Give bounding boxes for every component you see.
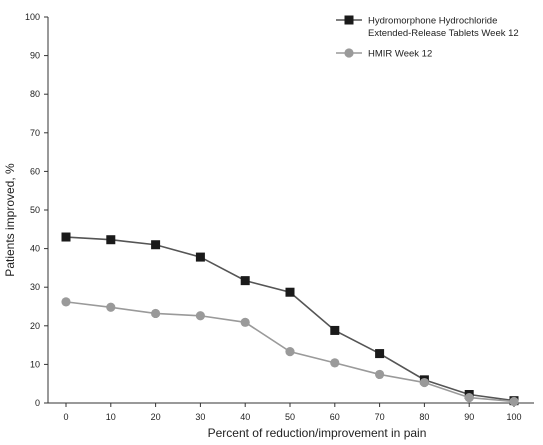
x-axis-ticks: 0 10 20 30 40 50 60 70 80 90 100	[63, 403, 522, 422]
y-axis-ticks: 0 10 20 30 40 50 60 70 80 90 100	[25, 12, 48, 408]
data-point-circle	[106, 302, 116, 312]
y-tick-label: 20	[30, 321, 40, 331]
x-tick-label: 40	[240, 412, 250, 422]
y-tick-label: 50	[30, 205, 40, 215]
data-point-circle	[509, 396, 519, 407]
data-point-circle	[375, 369, 385, 380]
data-point-circle	[330, 358, 340, 368]
y-tick-label: 40	[30, 244, 40, 254]
x-tick-label: 10	[106, 412, 116, 422]
x-tick-label: 70	[375, 412, 385, 422]
x-tick-label: 50	[285, 412, 295, 422]
x-tick-label: 100	[506, 412, 521, 422]
data-point-square	[195, 252, 205, 262]
legend-item: Hydromorphone HydrochlorideExtended-Rele…	[336, 15, 519, 39]
legend-marker-square	[344, 15, 354, 25]
series-hydromorphone-er	[61, 232, 519, 406]
legend-label: Hydromorphone Hydrochloride	[368, 16, 497, 27]
x-tick-label: 80	[419, 412, 429, 422]
legend-item: HMIR Week 12	[336, 48, 432, 60]
series-layer	[61, 232, 519, 407]
y-tick-label: 90	[30, 51, 40, 61]
data-point-circle	[419, 377, 429, 388]
series-hmir	[61, 297, 519, 407]
y-tick-label: 100	[25, 12, 40, 22]
data-point-square	[330, 325, 340, 335]
data-point-square	[240, 276, 250, 286]
y-tick-label: 10	[30, 359, 40, 369]
data-point-circle	[61, 297, 71, 307]
data-point-circle	[464, 392, 474, 403]
data-point-square	[375, 349, 385, 359]
y-tick-label: 70	[30, 128, 40, 138]
x-tick-label: 30	[195, 412, 205, 422]
data-point-square	[106, 235, 116, 245]
data-point-circle	[240, 317, 250, 327]
axes	[47, 17, 534, 404]
y-tick-label: 0	[35, 398, 40, 408]
y-axis-label: Patients improved, %	[3, 163, 17, 277]
x-tick-label: 90	[464, 412, 474, 422]
data-point-square	[61, 232, 71, 242]
legend-label: Extended-Release Tablets Week 12	[368, 28, 519, 39]
data-point-square	[151, 240, 161, 250]
legend-marker-circle	[344, 48, 354, 58]
x-tick-label: 0	[63, 412, 68, 422]
data-point-circle	[195, 311, 205, 321]
x-tick-label: 60	[330, 412, 340, 422]
data-point-square	[285, 287, 295, 297]
x-axis-label: Percent of reduction/improvement in pain	[208, 426, 427, 440]
y-tick-label: 30	[30, 282, 40, 292]
data-point-circle	[285, 347, 295, 357]
series-line	[65, 236, 515, 402]
data-point-circle	[151, 308, 161, 319]
legend: Hydromorphone HydrochlorideExtended-Rele…	[336, 15, 519, 60]
y-tick-label: 60	[30, 166, 40, 176]
legend-label: HMIR Week 12	[368, 49, 432, 60]
y-tick-label: 80	[30, 89, 40, 99]
x-tick-label: 20	[151, 412, 161, 422]
